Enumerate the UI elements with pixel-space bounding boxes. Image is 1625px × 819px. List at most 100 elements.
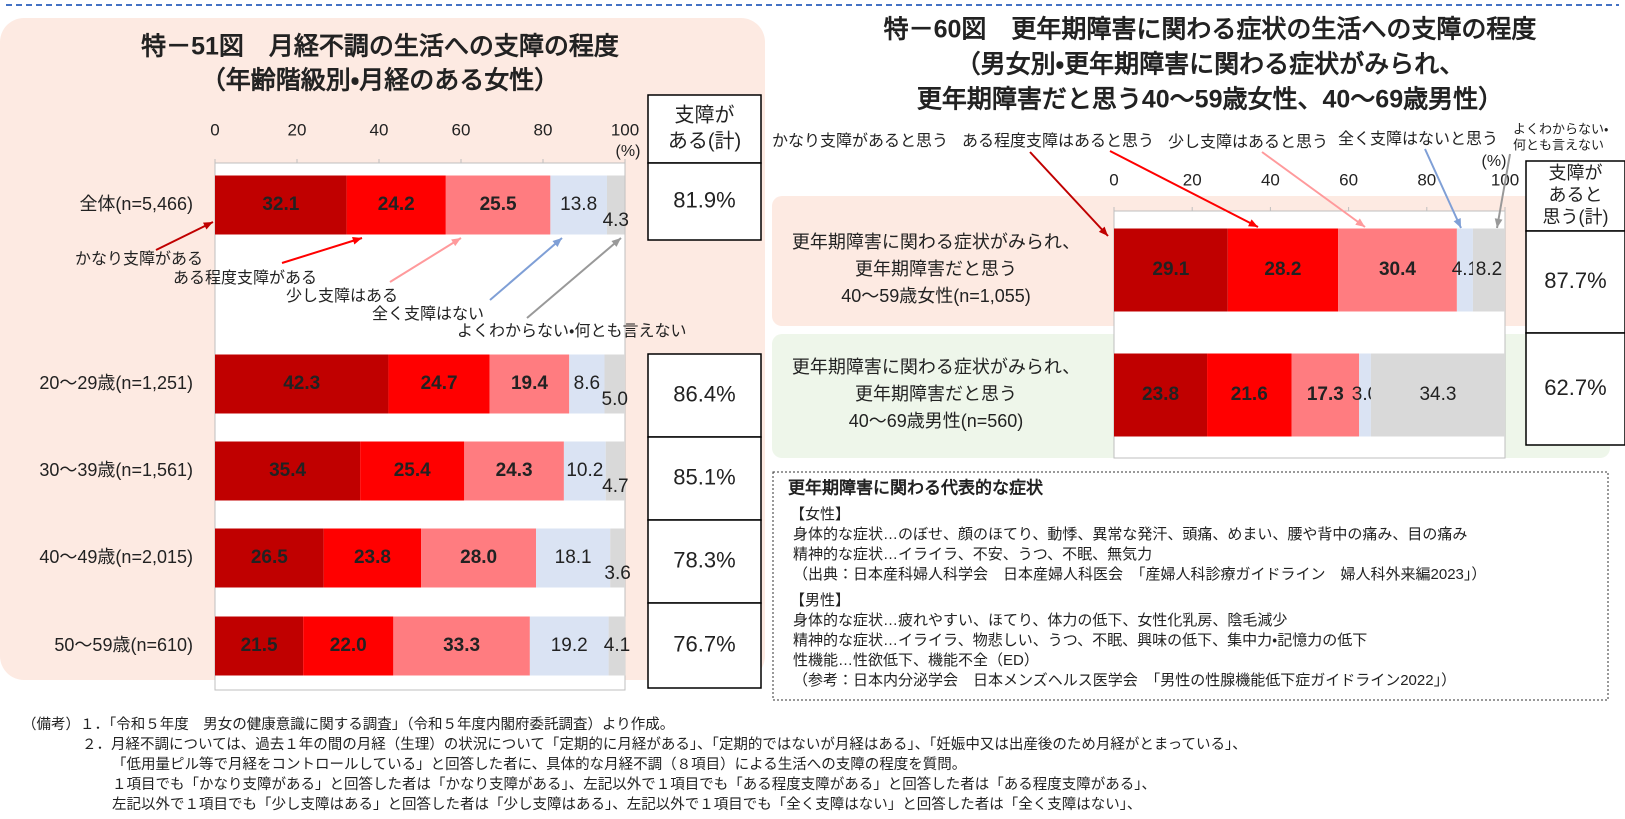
value-label: 3.6: [604, 563, 630, 584]
symptoms-line: 性機能…性欲低下、機能不全（ED）: [793, 652, 1039, 669]
value-label: 25.4: [394, 460, 431, 481]
bar-segment: [1207, 353, 1292, 437]
value-label: 8.2: [1476, 259, 1502, 280]
totals-header-box: [1525, 160, 1625, 232]
category-label: 30～39歳(n=1,561): [39, 460, 193, 480]
totals-cell: [647, 519, 762, 604]
chart-title: 特－51図 月経不調の生活への支障の程度: [141, 32, 619, 61]
legend-arrow: [281, 237, 363, 264]
category-label: 更年期障害だと思う: [855, 259, 1017, 279]
x-tick-label: 80: [534, 120, 553, 139]
legend-label: かなり支障があると思う: [772, 132, 948, 150]
value-label: 13.8: [560, 194, 597, 215]
value-label: 29.1: [1152, 259, 1189, 280]
bar-segment: [215, 441, 361, 501]
totals-cell: [1525, 332, 1625, 446]
note-line: 左記以外で１項目でも「少し支障はある」と回答した者は「少し支障はある」、左記以外…: [112, 796, 1142, 813]
chart-title: （年齢階級別・月経のある女性）: [201, 66, 560, 95]
x-tick-label: 80: [1417, 170, 1436, 189]
symptoms-header: 【女性】: [790, 506, 850, 523]
legend-arrowhead: [1098, 226, 1108, 236]
legend-label: 全く支障はない: [372, 305, 484, 323]
legend-label: よくわからない・: [1513, 121, 1608, 136]
legend-arrowhead: [1453, 218, 1461, 228]
x-tick-label: 20: [1183, 170, 1202, 189]
bar-segment: [608, 616, 626, 676]
bar-segment: [563, 441, 606, 501]
bar-segment: [1472, 228, 1505, 312]
x-tick-label: 20: [288, 120, 307, 139]
totals-cell: [1525, 230, 1625, 334]
note-line: （備考）１．「令和５年度 男女の健康意識に関する調査」（令和５年度内閣府委託調査…: [22, 716, 674, 733]
totals-header: ある(計): [668, 129, 741, 152]
bar-segment: [1370, 353, 1505, 437]
category-label: 50～59歳(n=610): [54, 635, 193, 655]
legend-arrowhead: [203, 222, 213, 230]
x-tick-label: 0: [210, 120, 219, 139]
legend-arrowhead: [611, 238, 621, 247]
bar-segment: [1114, 353, 1208, 437]
category-label: 更年期障害だと思う: [855, 384, 1017, 404]
x-tick-label: 40: [1261, 170, 1280, 189]
bar-segment: [550, 175, 607, 235]
totals-value: 62.7%: [1544, 375, 1606, 400]
value-label: 23.8: [1142, 384, 1179, 405]
totals-header: 支障が: [1549, 163, 1603, 183]
value-label: 33.3: [443, 635, 480, 656]
value-label: 17.3: [1307, 384, 1344, 405]
symptoms-line: 精神的な症状…イライラ、物悲しい、うつ、不眠、興味の低下、集中力・記憶力の低下: [793, 632, 1367, 649]
bar-segment: [445, 175, 551, 235]
bar-segment: [215, 354, 389, 414]
value-label: 21.5: [241, 635, 278, 656]
legend-arrow: [1424, 148, 1462, 229]
x-unit: (%): [1482, 153, 1507, 170]
bar-segment: [606, 175, 625, 235]
value-label: 18.1: [555, 547, 592, 568]
legend-arrowhead: [451, 238, 461, 247]
value-label: 5.0: [602, 389, 628, 410]
legend-arrowhead: [352, 237, 362, 245]
value-label: 34.3: [1419, 384, 1456, 405]
bar-segment: [464, 441, 564, 501]
bar-segment: [1291, 353, 1360, 437]
totals-value: 86.4%: [673, 381, 735, 406]
value-label: 26.5: [251, 547, 288, 568]
totals-value: 81.9%: [673, 187, 735, 212]
symptoms-line: （参考：日本内分泌学会 日本メンズヘルス医学会 「男性の性腺機能低下症ガイドライ…: [793, 672, 1456, 689]
value-label: 19.2: [551, 635, 588, 656]
value-label: 4.7: [602, 476, 628, 497]
totals-header: 思う(計): [1543, 207, 1609, 227]
legend-label: ある程度支障がある: [173, 269, 317, 287]
value-label: 8.6: [574, 373, 600, 394]
totals-value: 78.3%: [673, 547, 735, 572]
value-label: 19.4: [511, 373, 548, 394]
note-line: 「低用量ピル等で月経をコントロールしている」と回答した者に、具体的な月経不調（８…: [112, 755, 966, 773]
bar-segment: [1456, 228, 1473, 312]
category-label: 40～49歳(n=2,015): [39, 547, 193, 567]
value-label: 25.5: [480, 194, 517, 215]
legend-arrowhead: [552, 238, 562, 247]
legend-arrow: [155, 221, 214, 251]
totals-cell: [647, 353, 762, 438]
value-label: 4.3: [603, 210, 629, 231]
value-label: 30.4: [1379, 259, 1416, 280]
chart-title: 特－60図 更年期障害に関わる症状の生活への支障の程度: [884, 15, 1537, 44]
legend-arrow: [1109, 150, 1259, 228]
legend-label: よくわからない・何とも言えない: [457, 322, 686, 340]
value-label: 10.2: [566, 460, 603, 481]
value-label: 24.7: [421, 373, 458, 394]
symptoms-line: （出典：日本産科婦人科学会 日本産婦人科医会 「産婦人科診療ガイドライン 婦人科…: [793, 565, 1486, 583]
bar-segment: [536, 528, 611, 588]
note-line: ２．月経不調については、過去１年の間の月経（生理）の状況について「定期的に月経が…: [82, 736, 1247, 753]
bar-segment: [1227, 228, 1339, 312]
value-label: 28.0: [460, 547, 497, 568]
symptoms-line: 身体的な症状…のぼせ、顔のほてり、動悸、異常な発汗、頭痛、めまい、腰や背中の痛み…: [793, 526, 1467, 543]
value-label: 21.6: [1231, 384, 1268, 405]
x-tick-label: 0: [1109, 170, 1118, 189]
legend-label: 少し支障はあると思う: [1168, 133, 1328, 151]
value-label: 22.0: [330, 635, 367, 656]
value-label: 35.4: [269, 460, 306, 481]
x-tick-label: 40: [370, 120, 389, 139]
